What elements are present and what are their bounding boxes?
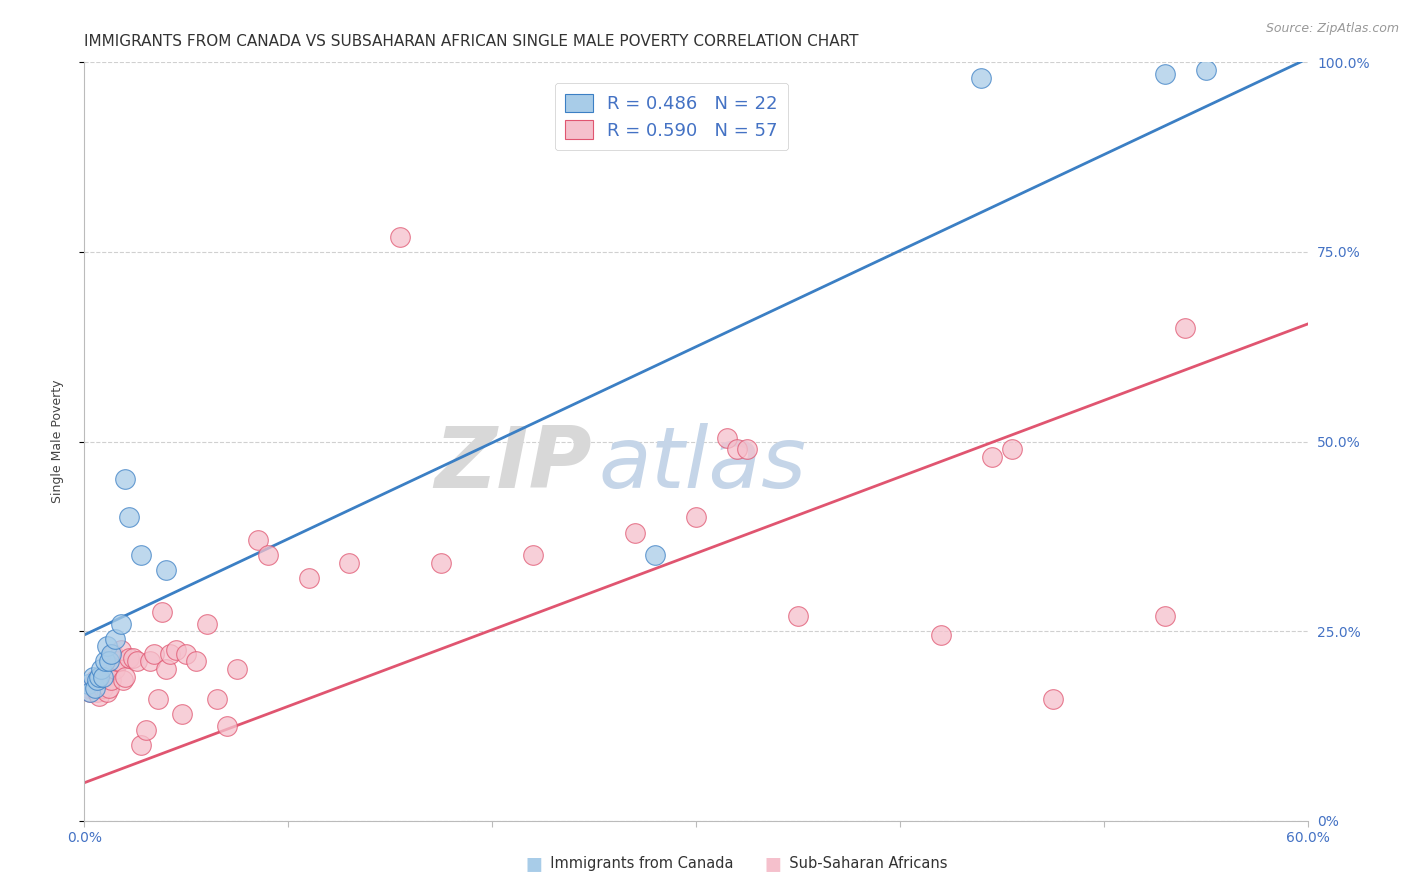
- Point: [86, 673, 108, 688]
- Point: [1174, 320, 1197, 334]
- Point: [135, 723, 157, 737]
- Point: [970, 70, 993, 85]
- Point: [100, 673, 122, 688]
- Point: [257, 548, 280, 563]
- Point: [980, 450, 1002, 464]
- Point: [155, 564, 177, 578]
- Point: [110, 643, 132, 657]
- Point: [105, 655, 128, 669]
- Point: [142, 647, 165, 661]
- Point: [186, 655, 208, 669]
- Point: [787, 608, 810, 623]
- Point: [83, 673, 105, 688]
- Point: [1001, 442, 1024, 457]
- Point: [298, 571, 321, 585]
- Point: [112, 673, 135, 688]
- Text: ▪: ▪: [763, 849, 783, 878]
- Point: [174, 647, 197, 661]
- Point: [389, 229, 412, 244]
- Point: [1042, 692, 1064, 706]
- Point: [118, 510, 141, 524]
- Point: [685, 510, 707, 524]
- Point: [624, 525, 647, 540]
- Point: [86, 685, 108, 699]
- Y-axis label: Single Male Poverty: Single Male Poverty: [51, 380, 63, 503]
- Point: [93, 669, 115, 683]
- Legend: R = 0.486   N = 22, R = 0.590   N = 57: R = 0.486 N = 22, R = 0.590 N = 57: [554, 83, 789, 151]
- Point: [79, 685, 101, 699]
- Point: [131, 548, 153, 563]
- Text: IMMIGRANTS FROM CANADA VS SUBSAHARAN AFRICAN SINGLE MALE POVERTY CORRELATION CHA: IMMIGRANTS FROM CANADA VS SUBSAHARAN AFR…: [84, 34, 859, 49]
- Point: [93, 655, 115, 669]
- Text: Sub-Saharan Africans: Sub-Saharan Africans: [780, 856, 948, 871]
- Text: ZIP: ZIP: [434, 423, 592, 506]
- Point: [90, 662, 112, 676]
- Point: [79, 685, 101, 699]
- Point: [205, 692, 228, 706]
- Point: [1154, 608, 1177, 623]
- Point: [155, 662, 177, 676]
- Point: [246, 533, 269, 548]
- Text: Source: ZipAtlas.com: Source: ZipAtlas.com: [1265, 22, 1399, 36]
- Point: [217, 719, 239, 733]
- Text: ▪: ▪: [524, 849, 544, 878]
- Point: [90, 677, 112, 691]
- Point: [226, 662, 249, 676]
- Point: [522, 548, 544, 563]
- Point: [104, 632, 127, 646]
- Point: [127, 655, 149, 669]
- Point: [735, 442, 758, 457]
- Point: [1195, 62, 1218, 77]
- Text: atlas: atlas: [598, 423, 806, 506]
- Point: [165, 643, 187, 657]
- Point: [131, 738, 153, 752]
- Point: [77, 681, 100, 695]
- Point: [146, 692, 169, 706]
- Point: [87, 669, 110, 683]
- Point: [339, 556, 361, 570]
- Point: [159, 647, 181, 661]
- Point: [100, 647, 122, 661]
- Point: [929, 628, 952, 642]
- Point: [77, 677, 100, 691]
- Point: [104, 662, 127, 676]
- Point: [644, 548, 666, 563]
- Point: [110, 616, 132, 631]
- Point: [430, 556, 453, 570]
- Point: [97, 655, 120, 669]
- Point: [82, 677, 104, 691]
- Point: [138, 655, 160, 669]
- Point: [114, 473, 136, 487]
- Point: [91, 681, 114, 695]
- Point: [97, 681, 120, 695]
- Point: [122, 650, 145, 665]
- Point: [118, 650, 141, 665]
- Point: [87, 689, 110, 703]
- Point: [725, 442, 748, 457]
- Point: [96, 685, 118, 699]
- Point: [96, 639, 118, 653]
- Point: [150, 605, 173, 619]
- Point: [1154, 67, 1177, 81]
- Point: [114, 669, 136, 683]
- Point: [716, 431, 738, 445]
- Point: [82, 669, 104, 683]
- Point: [195, 616, 218, 631]
- Point: [91, 669, 114, 683]
- Point: [83, 681, 105, 695]
- Text: Immigrants from Canada: Immigrants from Canada: [541, 856, 734, 871]
- Point: [108, 655, 131, 669]
- Point: [101, 647, 124, 661]
- Point: [172, 707, 194, 722]
